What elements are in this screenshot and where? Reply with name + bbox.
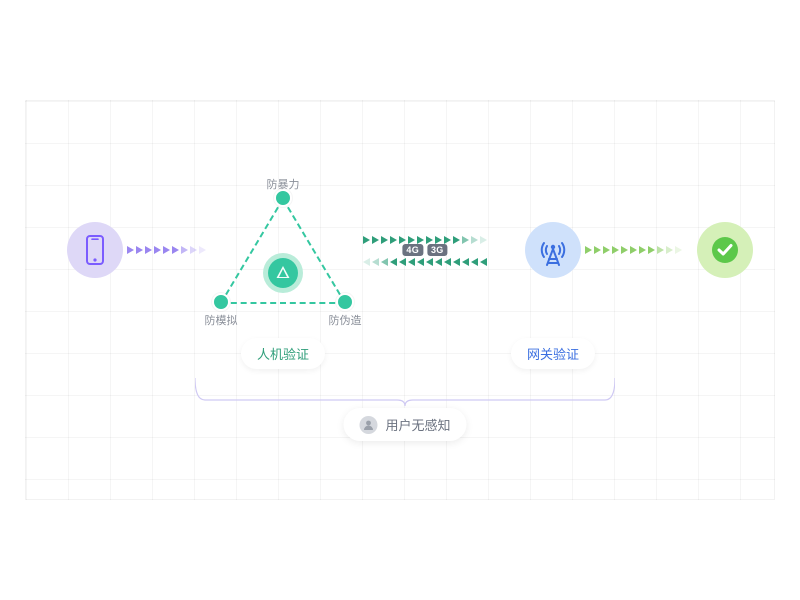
arrow-phone-to-verification <box>127 243 205 257</box>
success-node <box>697 222 753 278</box>
triangle-edge <box>220 198 284 303</box>
network-badges: 4G 3G <box>402 244 447 256</box>
human-machine-triangle: 防暴力 防模拟 防伪造 <box>213 190 353 310</box>
user-unaware-chip: 用户无感知 <box>343 408 466 441</box>
badge-4g: 4G <box>402 244 423 256</box>
triangle-vertex-top <box>274 189 292 207</box>
arrow-gateway-to-success <box>585 243 685 257</box>
triangle-edge <box>221 302 345 304</box>
arrow-gateway-to-verification <box>363 255 493 269</box>
user-unaware-text: 用户无感知 <box>385 415 450 434</box>
triangle-center-icon <box>268 258 298 288</box>
user-icon <box>359 416 377 434</box>
phone-icon <box>84 235 106 265</box>
diagram-stage: 防暴力 防模拟 防伪造 4G 3G <box>25 100 775 500</box>
compass-icon <box>275 265 291 281</box>
triangle-edge <box>282 198 346 303</box>
antenna-tower-icon <box>536 233 570 267</box>
triangle-vertex-left <box>212 293 230 311</box>
badge-3g: 3G <box>427 244 448 256</box>
check-circle-icon <box>710 235 740 265</box>
triangle-vertex-right <box>336 293 354 311</box>
phone-node <box>67 222 123 278</box>
gateway-tower-node <box>525 222 581 278</box>
